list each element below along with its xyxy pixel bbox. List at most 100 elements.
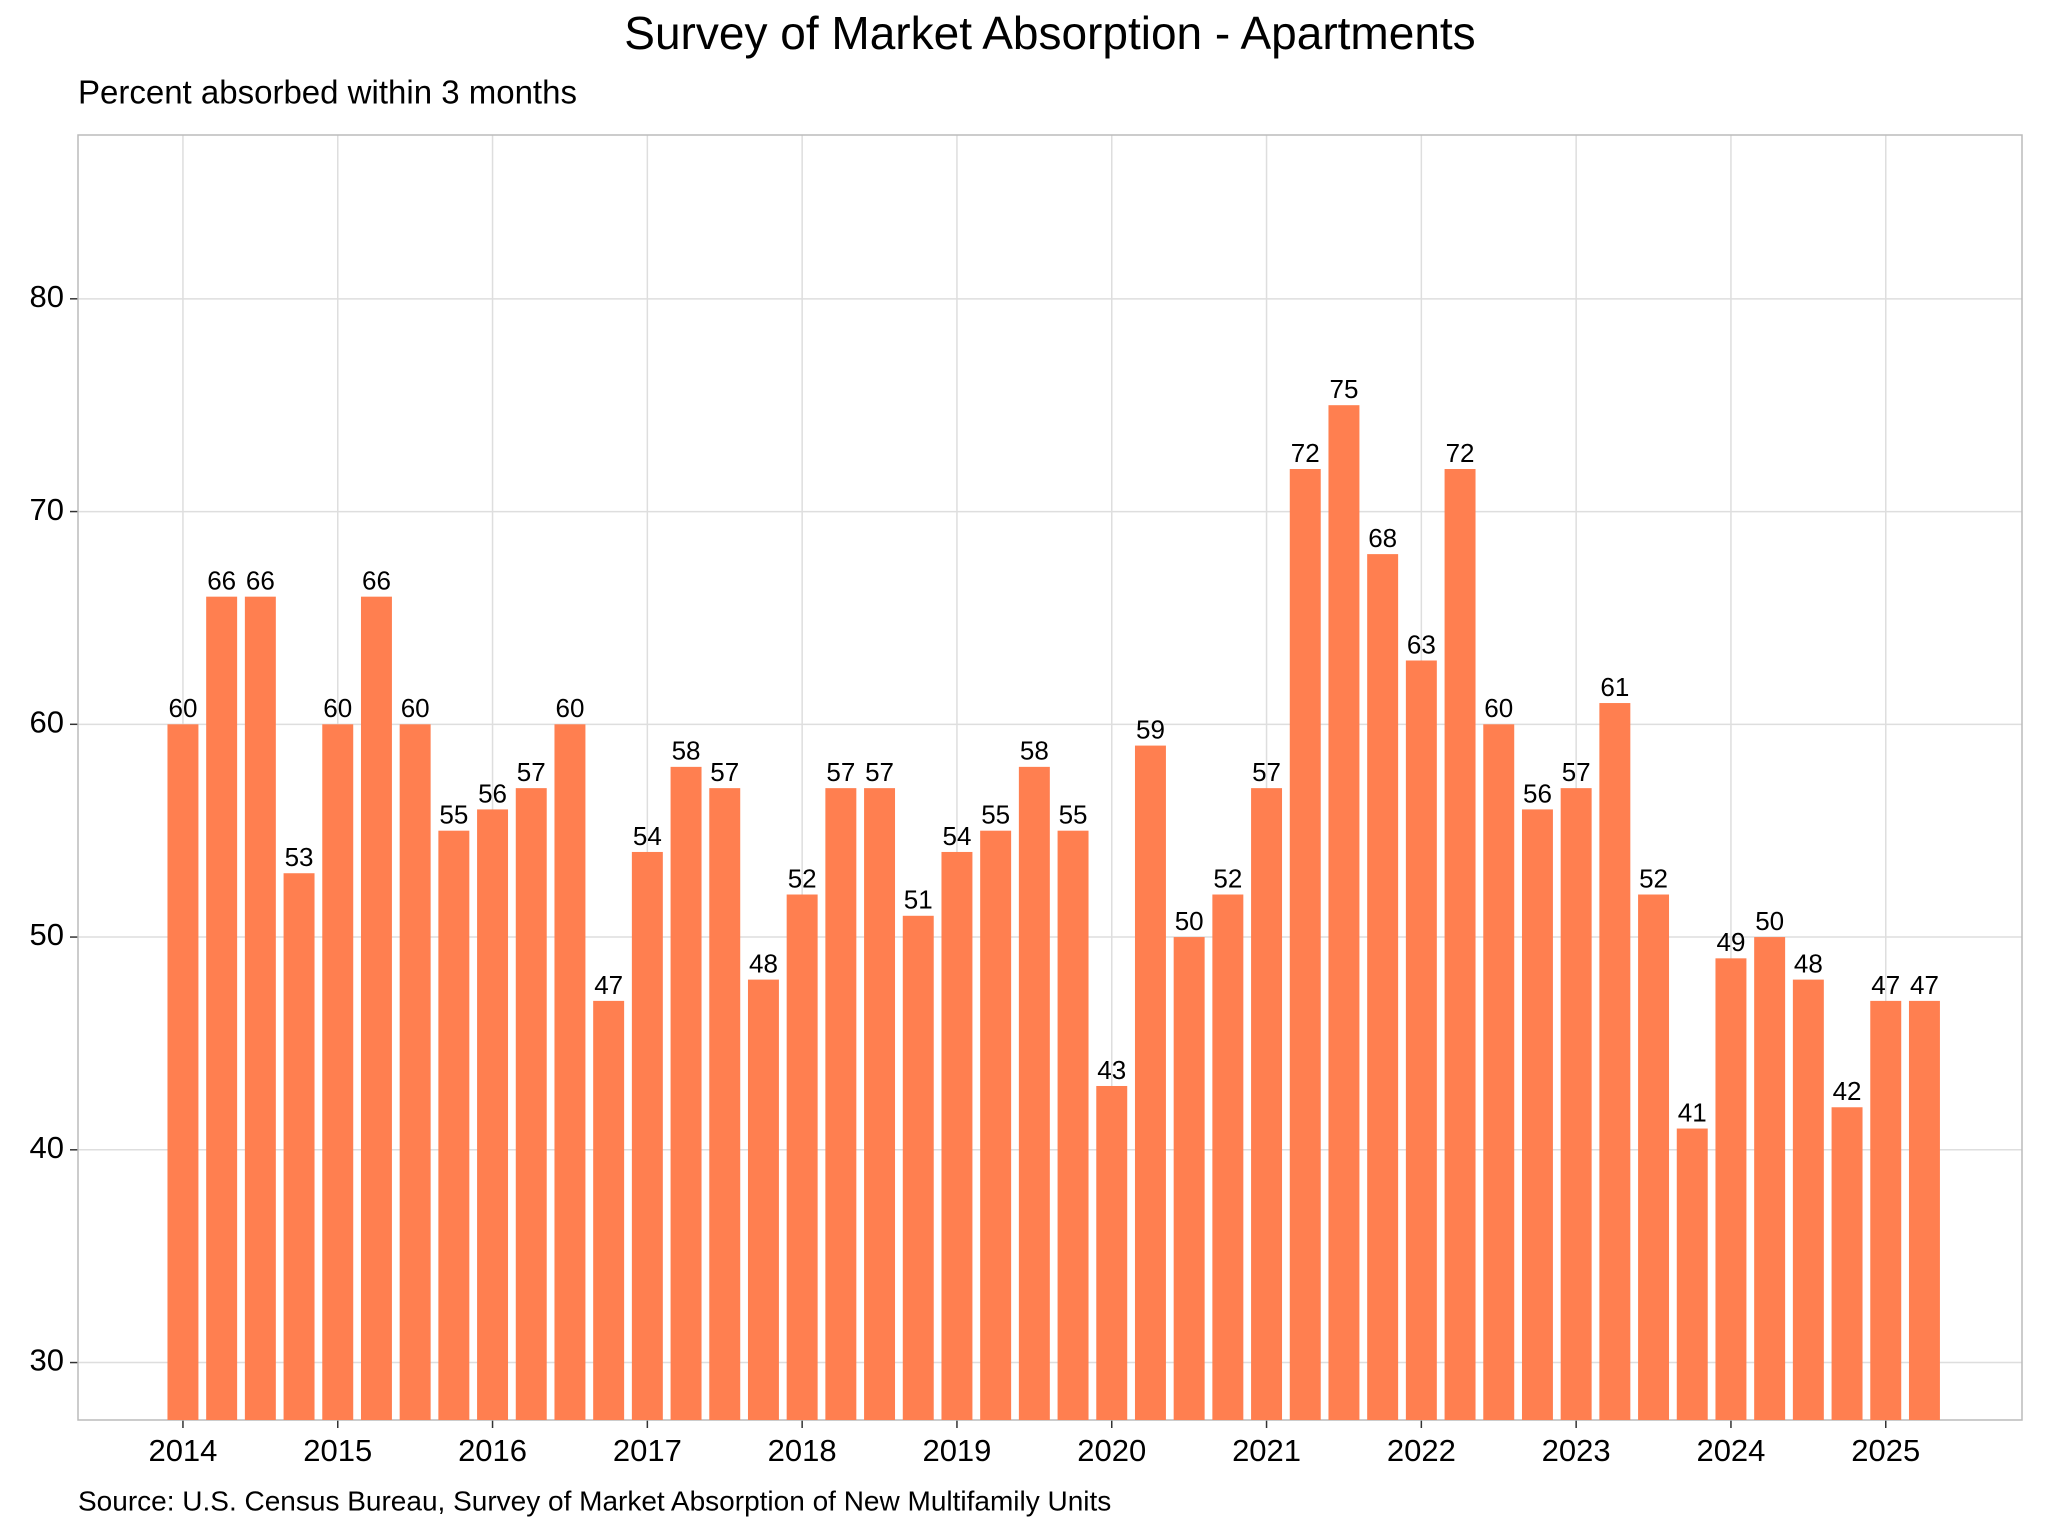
data-label: 47 xyxy=(1871,970,1900,1000)
y-tick-label: 50 xyxy=(30,917,64,952)
bar xyxy=(980,830,1012,1420)
data-label: 52 xyxy=(1213,863,1242,893)
data-label: 55 xyxy=(439,800,468,830)
bar xyxy=(167,724,199,1420)
bar xyxy=(1405,660,1437,1420)
data-label: 75 xyxy=(1329,374,1358,404)
data-label: 58 xyxy=(1020,736,1049,766)
bar xyxy=(1173,937,1205,1420)
bar xyxy=(864,788,896,1420)
data-label: 60 xyxy=(323,693,352,723)
data-label: 66 xyxy=(207,566,236,596)
bar xyxy=(1251,788,1283,1420)
data-label: 56 xyxy=(1523,778,1552,808)
data-label: 48 xyxy=(1794,948,1823,978)
data-label: 41 xyxy=(1678,1097,1707,1127)
data-label: 54 xyxy=(942,821,971,851)
bar xyxy=(1289,469,1321,1420)
bar xyxy=(1057,830,1089,1420)
x-tick-label: 2016 xyxy=(458,1433,527,1468)
bar xyxy=(1560,788,1592,1420)
bar xyxy=(1212,894,1244,1420)
bar xyxy=(786,894,818,1420)
x-tick-label: 2023 xyxy=(1542,1433,1611,1468)
x-tick-label: 2020 xyxy=(1077,1433,1146,1468)
bar xyxy=(206,596,238,1420)
data-label: 54 xyxy=(633,821,662,851)
bar xyxy=(902,915,934,1420)
bar xyxy=(631,851,663,1420)
bar xyxy=(593,1000,625,1420)
bar xyxy=(399,724,431,1420)
bar xyxy=(1483,724,1515,1420)
chart-subtitle: Percent absorbed within 3 months xyxy=(78,74,577,111)
data-label: 47 xyxy=(1910,970,1939,1000)
bar xyxy=(1134,745,1166,1420)
bar xyxy=(477,809,509,1420)
data-label: 66 xyxy=(246,566,275,596)
bar xyxy=(1096,1085,1128,1420)
data-label: 57 xyxy=(1252,757,1281,787)
y-tick-label: 30 xyxy=(30,1343,64,1378)
y-tick-label: 70 xyxy=(30,492,64,527)
data-label: 55 xyxy=(1059,800,1088,830)
bar xyxy=(1908,1000,1940,1420)
bar xyxy=(1715,958,1747,1420)
data-label: 55 xyxy=(981,800,1010,830)
bar xyxy=(1831,1107,1863,1420)
x-tick-label: 2021 xyxy=(1232,1433,1301,1468)
data-label: 59 xyxy=(1136,714,1165,744)
bar xyxy=(1792,979,1824,1420)
data-label: 58 xyxy=(672,736,701,766)
bar xyxy=(554,724,586,1420)
data-label: 57 xyxy=(865,757,894,787)
bar xyxy=(1521,809,1553,1420)
data-label: 68 xyxy=(1368,523,1397,553)
bar xyxy=(1676,1128,1708,1420)
bar xyxy=(709,788,741,1420)
data-label: 43 xyxy=(1097,1055,1126,1085)
x-tick-label: 2024 xyxy=(1696,1433,1765,1468)
bar xyxy=(322,724,354,1420)
bar xyxy=(1444,469,1476,1420)
data-label: 60 xyxy=(168,693,197,723)
data-label: 72 xyxy=(1291,438,1320,468)
chart-title: Survey of Market Absorption - Apartments xyxy=(624,7,1475,59)
bar xyxy=(244,596,276,1420)
bar xyxy=(1599,703,1631,1420)
bar xyxy=(360,596,392,1420)
y-tick-label: 80 xyxy=(30,279,64,314)
bar xyxy=(941,851,973,1420)
data-label: 50 xyxy=(1175,906,1204,936)
data-label: 42 xyxy=(1833,1076,1862,1106)
x-tick-label: 2014 xyxy=(148,1433,217,1468)
source-note: Source: U.S. Census Bureau, Survey of Ma… xyxy=(78,1485,1111,1516)
y-tick-label: 60 xyxy=(30,705,64,740)
bar xyxy=(283,873,315,1420)
data-label: 53 xyxy=(285,842,314,872)
data-label: 56 xyxy=(478,778,507,808)
data-label: 66 xyxy=(362,566,391,596)
bar xyxy=(747,979,779,1420)
data-label: 60 xyxy=(555,693,584,723)
data-label: 57 xyxy=(826,757,855,787)
bar xyxy=(1638,894,1670,1420)
data-label: 47 xyxy=(594,970,623,1000)
y-tick-label: 40 xyxy=(30,1130,64,1165)
data-label: 49 xyxy=(1716,927,1745,957)
bar xyxy=(1754,937,1786,1420)
bar xyxy=(1018,766,1050,1420)
data-label: 72 xyxy=(1446,438,1475,468)
data-label: 63 xyxy=(1407,629,1436,659)
data-label: 50 xyxy=(1755,906,1784,936)
bar xyxy=(825,788,857,1420)
data-label: 61 xyxy=(1600,672,1629,702)
x-tick-label: 2022 xyxy=(1387,1433,1456,1468)
x-tick-label: 2019 xyxy=(922,1433,991,1468)
data-label: 57 xyxy=(517,757,546,787)
bar xyxy=(1367,554,1399,1420)
bar xyxy=(670,766,702,1420)
x-tick-label: 2025 xyxy=(1851,1433,1920,1468)
data-label: 51 xyxy=(904,885,933,915)
